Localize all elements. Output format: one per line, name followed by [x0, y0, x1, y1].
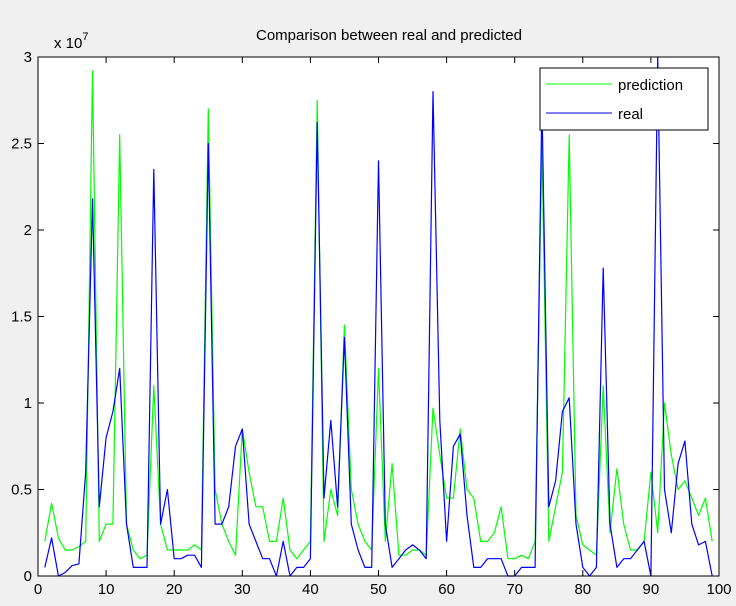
x-tick-label: 10 [98, 581, 115, 598]
y-axis-ticks: 0 0.5 1 1.5 2 2.5 3 [11, 49, 719, 585]
y-tick-label: 0 [24, 568, 32, 585]
series-line-prediction [44, 70, 713, 560]
legend: prediction real [539, 67, 709, 131]
y-tick-label: 1 [24, 395, 32, 412]
legend-box [539, 67, 709, 131]
y-exponent-power: 7 [82, 31, 88, 43]
plot-area [38, 57, 719, 576]
x-tick-label: 90 [643, 581, 660, 598]
y-tick-label: 3 [24, 49, 32, 66]
legend-label-real: real [618, 106, 643, 123]
y-tick-label: 0.5 [11, 482, 32, 499]
series-layer [44, 56, 713, 577]
x-axis-ticks: 0 10 20 30 40 50 60 70 80 90 100 [34, 57, 732, 598]
x-tick-label: 50 [370, 581, 387, 598]
legend-label-prediction: prediction [618, 77, 683, 94]
y-exponent-label: x 107 [54, 31, 88, 52]
chart-title: Comparison between real and predicted [256, 27, 522, 44]
x-tick-label: 70 [506, 581, 523, 598]
y-tick-label: 2.5 [11, 136, 32, 153]
x-tick-label: 80 [574, 581, 591, 598]
x-tick-label: 40 [302, 581, 319, 598]
y-tick-label: 1.5 [11, 309, 32, 326]
y-tick-label: 2 [24, 222, 32, 239]
x-tick-label: 0 [34, 581, 42, 598]
series-line-real [44, 56, 713, 577]
x-tick-label: 20 [166, 581, 183, 598]
x-tick-label: 100 [706, 581, 731, 598]
y-exponent-base: x 10 [54, 35, 82, 52]
x-tick-label: 60 [438, 581, 455, 598]
x-tick-label: 30 [234, 581, 251, 598]
